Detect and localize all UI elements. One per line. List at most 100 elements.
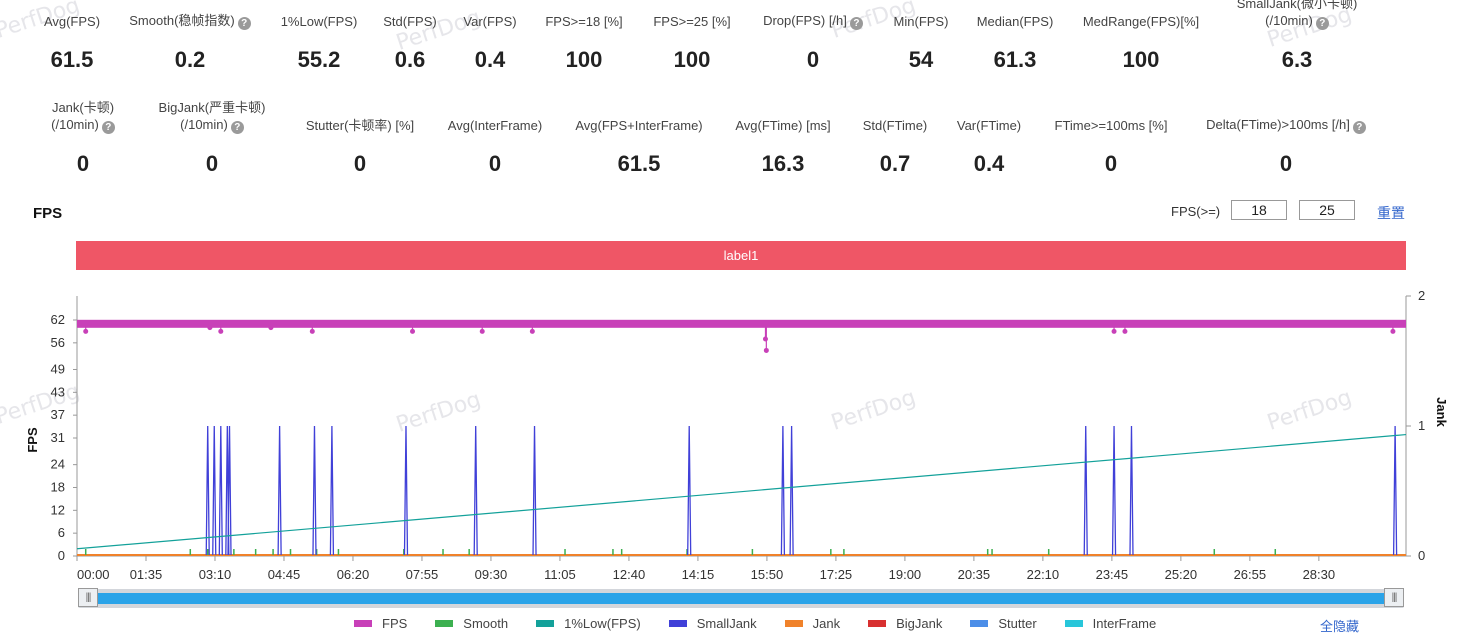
threshold-input-1[interactable]: [1231, 200, 1287, 220]
chart-legend: FPS Smooth 1%Low(FPS) SmallJank Jank BigJank S…: [354, 616, 1184, 631]
x-tick-label: 26:55: [1234, 567, 1267, 582]
range-end-handle[interactable]: |||: [1384, 588, 1404, 607]
fps-dip-point: [1111, 328, 1117, 334]
help-icon[interactable]: ?: [237, 17, 251, 30]
threshold-input-2[interactable]: [1299, 200, 1355, 220]
metric-label: MedRange(FPS)[%]: [1041, 13, 1241, 30]
help-icon[interactable]: ?: [1352, 121, 1366, 134]
metric-label-text: Std(FTime): [862, 118, 928, 133]
metric-label-text: Std(FPS): [383, 14, 437, 29]
metric-label-text: Avg(InterFrame): [447, 118, 543, 133]
help-icon[interactable]: ?: [230, 121, 244, 134]
legend-item[interactable]: 1%Low(FPS): [536, 616, 641, 631]
metric-label: Delta(FTime)>100ms [/h]?: [1186, 116, 1386, 134]
reset-link[interactable]: 重置: [1377, 205, 1405, 221]
legend-item[interactable]: InterFrame: [1064, 616, 1156, 631]
metric-label-text: Avg(FTime) [ms]: [735, 118, 831, 133]
series-fps-band: [77, 319, 1406, 328]
y-tick-label: 49: [51, 361, 65, 376]
metric-value: 0.4: [973, 151, 1005, 176]
metric-value: 6.3: [1281, 47, 1313, 72]
smalljank-spike: [212, 425, 217, 556]
smalljank-spike: [227, 425, 232, 556]
fps-dip-point: [309, 328, 315, 334]
label-bar[interactable]: label1: [76, 241, 1406, 270]
time-range-selection[interactable]: [78, 593, 1404, 604]
legend-label: FPS: [382, 616, 408, 631]
metric-label-text: Avg(FPS): [43, 14, 101, 29]
metric-label-text: Smooth(稳帧指数): [129, 13, 235, 28]
x-tick-label: 15:50: [751, 567, 784, 582]
x-tick-label: 07:55: [406, 567, 439, 582]
metric-label: Var(FTime): [889, 117, 1089, 134]
y-tick-label: 43: [51, 384, 65, 399]
metric-value: 61.3: [993, 47, 1037, 72]
hide-all-link[interactable]: 全隐藏: [1320, 619, 1360, 634]
time-range-scrollbar[interactable]: ||| |||: [78, 588, 1404, 608]
x-tick-label: 06:20: [337, 567, 370, 582]
series-1low-line: [76, 433, 1407, 550]
legend-label: BigJank: [896, 616, 943, 631]
legend-item[interactable]: Smooth: [435, 616, 508, 631]
x-tick-label: 28:30: [1303, 567, 1336, 582]
smalljank-spike: [1083, 425, 1088, 556]
metric-value: 54: [908, 47, 934, 72]
x-tick-label: 00:00: [77, 567, 110, 582]
fps-dip-point: [83, 328, 89, 334]
fps-dip-point: [763, 347, 769, 353]
legend-label: 1%Low(FPS): [564, 616, 641, 631]
fps-dip-point: [762, 336, 768, 342]
y-tick-label: 62: [51, 312, 65, 327]
metric-label: FPS>=25 [%]: [592, 13, 792, 30]
legend-swatch: [1064, 620, 1083, 627]
metric-label: Avg(FPS): [0, 13, 172, 30]
y2-tick-label: 0: [1418, 548, 1425, 563]
metric-label: Stutter(卡顿率) [%]: [260, 117, 460, 134]
metric-label-text: Delta(FTime)>100ms [/h]: [1206, 117, 1350, 132]
metric-label: Std(FTime): [795, 117, 995, 134]
x-tick-label: 12:40: [613, 567, 646, 582]
legend-item[interactable]: BigJank: [868, 616, 942, 631]
help-icon[interactable]: ?: [101, 121, 115, 134]
metric-value: 0.6: [394, 47, 426, 72]
legend-swatch: [970, 620, 989, 627]
legend-item[interactable]: SmallJank: [668, 616, 757, 631]
smalljank-spike: [277, 425, 282, 556]
x-tick-label: 22:10: [1027, 567, 1060, 582]
range-start-handle[interactable]: |||: [78, 588, 98, 607]
y-tick-label: 31: [51, 430, 65, 445]
legend-label: Smooth: [463, 616, 509, 631]
metric-label: Avg(InterFrame): [395, 117, 595, 134]
metric-value: 0: [488, 151, 502, 176]
metric-label-text: FTime>=100ms [%]: [1054, 118, 1168, 133]
metric-value: 100: [565, 47, 603, 72]
metric-value: 0: [1279, 151, 1293, 176]
metric-label: 1%Low(FPS): [219, 13, 419, 30]
legend-label: Jank: [812, 616, 841, 631]
y-axis-label: FPS: [25, 427, 40, 453]
smalljank-spike: [473, 425, 478, 556]
smalljank-spike: [780, 425, 786, 556]
metric-value: 0: [76, 151, 90, 176]
legend-swatch: [668, 620, 687, 627]
fps-dip-point: [529, 328, 535, 334]
y2-axis-label: Jank: [1434, 397, 1449, 427]
metric-value: 100: [673, 47, 711, 72]
smalljank-spike: [312, 425, 317, 556]
threshold-label: FPS(>=): [1171, 204, 1221, 219]
legend-item[interactable]: FPS: [354, 616, 407, 631]
fps-dip-point: [207, 325, 213, 331]
legend-label: Stutter: [998, 616, 1037, 631]
y-tick-label: 12: [51, 502, 65, 517]
legend-item[interactable]: Jank: [784, 616, 841, 631]
metric-label-text: Var(FPS): [463, 14, 517, 29]
legend-item[interactable]: Stutter: [970, 616, 1037, 631]
metric-label-text: SmallJank(微小卡顿) (/10min): [1236, 0, 1358, 28]
smalljank-spike: [1392, 425, 1398, 556]
help-icon[interactable]: ?: [849, 17, 863, 30]
metric-label-text: Min(FPS): [893, 14, 949, 29]
help-icon[interactable]: ?: [1315, 17, 1329, 30]
metric-label: BigJank(严重卡顿) (/10min)?: [112, 99, 312, 134]
metric-label-text: FPS>=18 [%]: [545, 14, 623, 29]
